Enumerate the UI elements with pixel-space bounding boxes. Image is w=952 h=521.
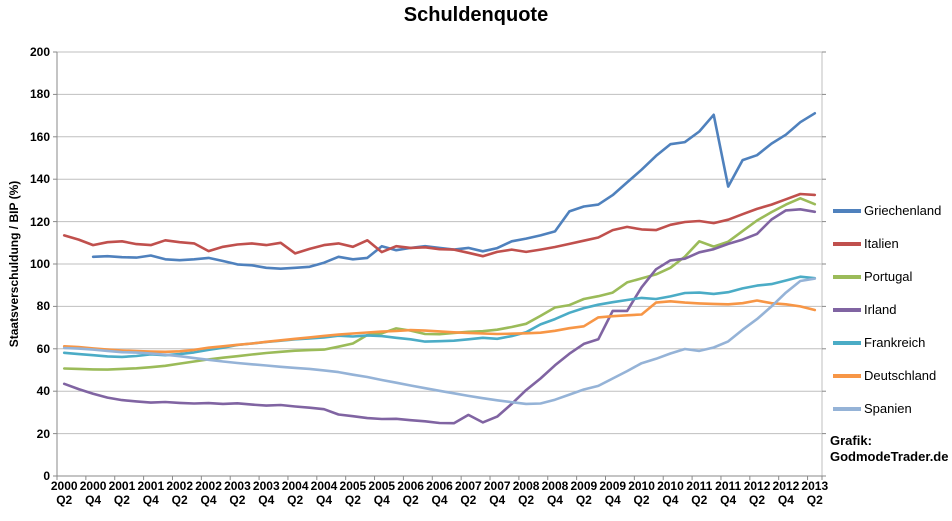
legend-item-spanien: Spanien bbox=[833, 392, 941, 425]
series-line-spanien bbox=[62, 277, 817, 406]
legend-label: Portugal bbox=[864, 269, 913, 284]
legend-item-italien: Italien bbox=[833, 227, 941, 260]
x-tick-label: 2002 Q4 bbox=[195, 479, 222, 507]
legend-line-swatch bbox=[833, 274, 861, 279]
y-tick-label: 40 bbox=[36, 384, 50, 399]
y-tick-label: 20 bbox=[36, 426, 50, 441]
x-tick-label: 2002 Q2 bbox=[166, 479, 194, 507]
y-tick-label: 100 bbox=[29, 257, 50, 271]
legend-item-frankreich: Frankreich bbox=[833, 326, 941, 359]
x-tick-label: 2008 Q4 bbox=[541, 479, 569, 507]
y-tick-label: 0 bbox=[43, 469, 50, 483]
x-tick-label: 2005 Q2 bbox=[339, 479, 367, 507]
legend-label: Griechenland bbox=[864, 203, 942, 218]
y-tick-label: 60 bbox=[36, 341, 50, 356]
x-tick-label: 2004 Q4 bbox=[310, 479, 338, 507]
x-tick-label: 2001 Q2 bbox=[108, 479, 136, 507]
series-line-frankreich bbox=[62, 275, 817, 359]
x-tick-label: 2007 Q4 bbox=[483, 479, 511, 507]
x-tick-label: 2012 Q4 bbox=[772, 479, 800, 507]
x-tick-label: 2005 Q4 bbox=[368, 479, 396, 507]
x-tick-label: 2012 Q2 bbox=[743, 479, 771, 507]
x-tick-label: 2006 Q2 bbox=[397, 479, 424, 507]
x-tick-label: 2000 Q4 bbox=[79, 479, 107, 507]
x-tick-label: 2009 Q4 bbox=[599, 479, 627, 507]
legend-line-swatch bbox=[833, 241, 861, 246]
y-tick-label: 80 bbox=[36, 299, 50, 314]
legend-item-griechenland: Griechenland bbox=[833, 194, 941, 227]
legend-line-swatch bbox=[833, 373, 861, 378]
x-tick-label: 2001 Q4 bbox=[137, 479, 165, 507]
legend-item-deutschland: Deutschland bbox=[833, 359, 941, 392]
series-line-irland bbox=[62, 208, 817, 425]
legend-line-swatch bbox=[833, 307, 861, 312]
x-tick-label: 2004 Q2 bbox=[281, 479, 309, 507]
legend-label: Irland bbox=[864, 302, 897, 317]
legend-label: Italien bbox=[864, 236, 899, 251]
y-tick-label: 140 bbox=[29, 172, 50, 187]
x-tick-label: 2009 Q2 bbox=[570, 479, 598, 507]
x-tick-label: 2010 Q2 bbox=[628, 479, 655, 507]
credit-text: Grafik: GodmodeTrader.de bbox=[830, 433, 948, 465]
legend-label: Deutschland bbox=[864, 368, 937, 383]
legend-label: Frankreich bbox=[864, 335, 926, 350]
x-tick-label: 2011 Q2 bbox=[686, 479, 713, 507]
y-tick-label: 200 bbox=[29, 45, 50, 59]
credit-line2: GodmodeTrader.de bbox=[830, 449, 949, 464]
legend: Griechenland Italien Portugal Irland Frankre… bbox=[833, 194, 941, 425]
credit-line1: Grafik: bbox=[830, 433, 872, 448]
y-tick-label: 160 bbox=[29, 129, 50, 144]
chart-title: Schuldenquote bbox=[403, 4, 549, 26]
series-line-portugal bbox=[62, 197, 817, 371]
legend-line-swatch bbox=[833, 406, 861, 411]
x-tick-label: 2007 Q2 bbox=[455, 479, 482, 507]
x-tick-label: 2003 Q2 bbox=[224, 479, 251, 507]
x-tick-label: 2003 Q4 bbox=[252, 479, 280, 507]
y-tick-label: 120 bbox=[29, 214, 50, 229]
legend-item-irland: Irland bbox=[833, 293, 941, 326]
legend-line-swatch bbox=[833, 340, 861, 345]
legend-label: Spanien bbox=[864, 401, 912, 416]
x-tick-label: 2011 Q4 bbox=[715, 479, 742, 507]
y-tick-label: 180 bbox=[29, 87, 50, 102]
x-tick-label: 2006 Q4 bbox=[426, 479, 453, 507]
x-tick-label: 2000 Q2 bbox=[50, 479, 78, 507]
x-tick-label: 2010 Q4 bbox=[657, 479, 684, 507]
x-tick-label: 2008 Q2 bbox=[512, 479, 540, 507]
legend-line-swatch bbox=[833, 208, 861, 213]
series-line-deutschland bbox=[62, 299, 817, 354]
legend-item-portugal: Portugal bbox=[833, 260, 941, 293]
x-tick-label: 2013 Q2 bbox=[801, 479, 829, 507]
series-line-italien bbox=[62, 192, 817, 258]
